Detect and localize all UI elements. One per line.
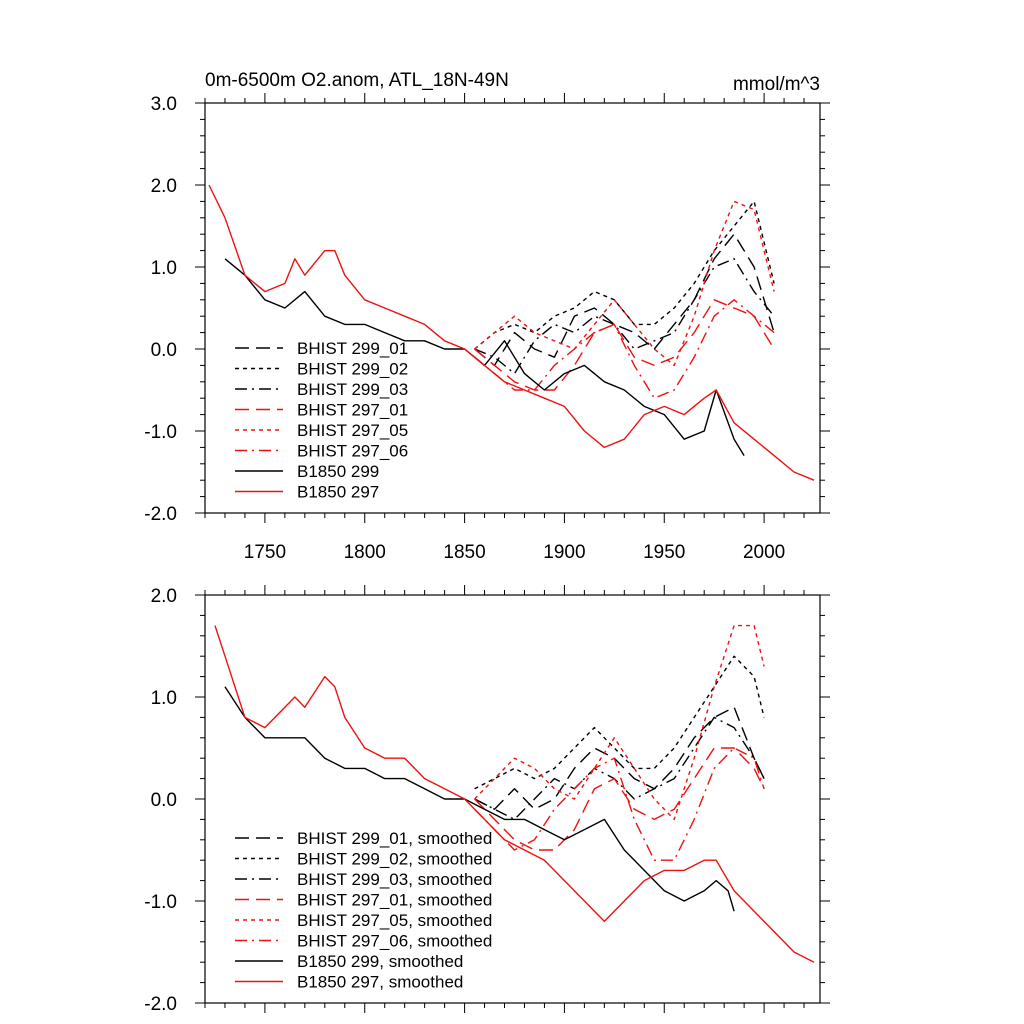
legend-label: BHIST 299_03 xyxy=(297,380,408,399)
x-tick-label: 1800 xyxy=(344,542,386,563)
series-line-bhist-297_05-smoothed xyxy=(474,624,765,821)
chart-title: 0m-6500m O2.anom, ATL_18N-49N xyxy=(205,70,509,91)
series-line-bhist-299_01-smoothed xyxy=(474,706,765,810)
legend-label: B1850 299 xyxy=(297,462,379,481)
x-tick-label: 1900 xyxy=(543,542,585,563)
y-tick-label: 2.0 xyxy=(151,176,177,197)
y-tick-label: -2.0 xyxy=(144,504,177,525)
legend-label: BHIST 297_05, smoothed xyxy=(297,911,492,930)
y-tick-label: -1.0 xyxy=(144,892,177,913)
series-line-bhist-297_06 xyxy=(474,299,775,399)
legend-label: BHIST 297_06 xyxy=(297,442,408,461)
y-tick-label: -1.0 xyxy=(144,422,177,443)
legend-label: BHIST 297_01, smoothed xyxy=(297,891,492,910)
series-line-bhist-297_01 xyxy=(474,299,775,391)
x-tick-label: 1750 xyxy=(244,542,286,563)
legend-label: BHIST 299_02 xyxy=(297,360,408,379)
series-line-b1850-297 xyxy=(208,184,815,481)
x-tick-label: 2000 xyxy=(743,542,785,563)
legend-label: BHIST 299_02, smoothed xyxy=(297,850,492,869)
series-line-bhist-297_06-smoothed xyxy=(474,747,765,861)
x-tick-label: 1850 xyxy=(443,542,485,563)
y-tick-label: 2.0 xyxy=(151,586,177,607)
y-tick-label: 1.0 xyxy=(151,688,177,709)
legend-label: BHIST 299_01 xyxy=(297,339,408,358)
y-tick-label: 3.0 xyxy=(151,94,177,115)
plot-frame xyxy=(204,102,821,514)
y-tick-label: -2.0 xyxy=(144,994,177,1015)
legend-label: BHIST 297_01 xyxy=(297,401,408,420)
legend-label: BHIST 297_05 xyxy=(297,421,408,440)
legend: BHIST 299_01, smoothed BHIST 299_02, smoo… xyxy=(235,829,492,992)
series-line-bhist-297_05 xyxy=(474,200,775,367)
series-line-bhist-299_03-smoothed xyxy=(474,716,765,821)
series-line-bhist-299_02 xyxy=(474,200,775,350)
legend-label: B1850 297 xyxy=(297,483,379,502)
legend-label: BHIST 299_01, smoothed xyxy=(297,829,492,848)
legend-label: BHIST 299_03, smoothed xyxy=(297,870,492,889)
chart-units: mmol/m^3 xyxy=(733,74,820,95)
series-line-bhist-299_03 xyxy=(474,258,775,375)
series-line-b1850-297-smoothed xyxy=(214,625,815,963)
series-line-bhist-299_01 xyxy=(474,233,775,367)
panel-top: -2.0 -1.0 0.0 1.0 2.0 3.0 1750 1800 1850 1900 1950… xyxy=(144,93,830,563)
x-tick-label: 1950 xyxy=(643,542,685,563)
y-tick-label: 0.0 xyxy=(151,790,177,811)
series-line-b1850-299-smoothed xyxy=(224,686,735,912)
series-line-bhist-297_01-smoothed xyxy=(474,747,765,851)
y-tick-label: 1.0 xyxy=(151,258,177,279)
y-tick-label: 0.0 xyxy=(151,340,177,361)
series-line-b1850-299 xyxy=(224,258,745,456)
series-line-bhist-299_02-smoothed xyxy=(474,655,765,790)
legend-label: B1850 297, smoothed xyxy=(297,973,463,992)
legend-label: B1850 299, smoothed xyxy=(297,952,463,971)
legend-label: BHIST 297_06, smoothed xyxy=(297,932,492,951)
